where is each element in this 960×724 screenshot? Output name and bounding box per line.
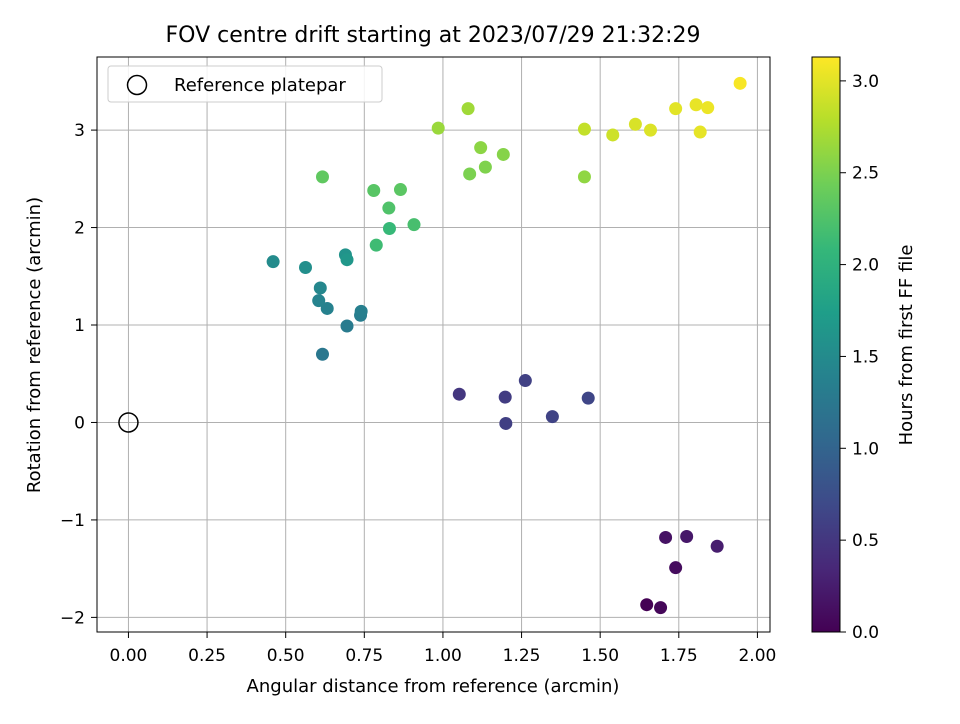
data-point: [407, 218, 421, 232]
legend-entry-label: Reference platepar: [174, 75, 346, 96]
x-axis-ticks: 0.00 0.25 0.50 0.75 1.00 1.25 1.50 1.75 2.00: [110, 632, 776, 666]
data-point: [431, 121, 445, 135]
data-point: [710, 539, 724, 553]
data-point: [315, 347, 329, 361]
data-point: [643, 123, 657, 137]
legend: Reference platepar: [107, 65, 383, 103]
data-point: [393, 183, 407, 197]
data-point: [367, 184, 381, 198]
data-points: [266, 76, 747, 615]
colorbar-tick-label: 1.5: [852, 347, 879, 367]
data-point: [496, 147, 510, 161]
data-point: [313, 281, 327, 295]
plot-frame: [96, 56, 771, 633]
data-point: [315, 170, 329, 184]
y-tick-label: −2: [60, 608, 85, 628]
x-tick-label: 1.50: [581, 646, 619, 666]
colorbar-ticks: 0.0 0.5 1.0 1.5 2.0 2.5 3.0: [840, 72, 879, 643]
y-tick-label: 0: [74, 413, 85, 433]
data-point: [628, 117, 642, 131]
data-point: [640, 598, 654, 612]
x-tick-label: 2.00: [738, 646, 776, 666]
x-tick-label: 0.25: [188, 646, 226, 666]
data-point: [689, 98, 703, 112]
x-tick-label: 0.00: [110, 646, 148, 666]
data-point: [478, 160, 492, 174]
data-point: [581, 391, 595, 405]
colorbar-tick-label: 0.0: [852, 623, 879, 643]
reference-platepar-marker: [118, 412, 139, 433]
colorbar-tick-label: 0.5: [852, 531, 879, 551]
data-point: [382, 222, 396, 236]
data-point: [354, 304, 368, 318]
data-point: [669, 561, 683, 575]
x-tick-label: 0.50: [267, 646, 305, 666]
colorbar-tick-label: 2.0: [852, 256, 879, 276]
data-point: [340, 319, 354, 333]
x-tick-label: 1.25: [503, 646, 541, 666]
data-point: [701, 101, 715, 115]
y-tick-label: 3: [74, 121, 85, 141]
y-axis-label: Rotation from reference (arcmin): [24, 197, 45, 493]
x-tick-label: 1.75: [660, 646, 698, 666]
data-point: [340, 253, 354, 267]
data-point: [518, 374, 532, 388]
data-point: [577, 170, 591, 184]
data-point: [452, 387, 466, 401]
colorbar-tick-label: 1.0: [852, 439, 879, 459]
data-point: [654, 601, 668, 615]
data-point: [498, 390, 512, 404]
data-point: [693, 125, 707, 139]
data-point: [299, 261, 313, 275]
colorbar-gradient: [811, 56, 841, 633]
data-point: [382, 201, 396, 215]
legend-box: [107, 65, 383, 103]
y-tick-label: 2: [74, 219, 85, 239]
data-point: [659, 530, 673, 544]
colorbar: 0.0 0.5 1.0 1.5 2.0 2.5 3.0 Hours from first F…: [811, 56, 917, 643]
colorbar-tick-label: 2.5: [852, 164, 879, 184]
data-point: [463, 167, 477, 181]
data-point: [369, 238, 383, 252]
data-point: [461, 102, 475, 116]
data-point: [680, 529, 694, 543]
data-point: [266, 255, 280, 269]
colorbar-tick-label: 3.0: [852, 72, 879, 92]
y-tick-label: −1: [60, 511, 85, 531]
x-tick-label: 0.75: [345, 646, 383, 666]
chart-title: FOV centre drift starting at 2023/07/29 …: [166, 23, 701, 48]
data-point: [669, 102, 683, 116]
y-tick-label: 1: [74, 316, 85, 336]
x-tick-label: 1.00: [424, 646, 462, 666]
data-point: [499, 416, 513, 430]
colorbar-label: Hours from first FF file: [896, 245, 917, 446]
legend-marker-icon: [126, 74, 148, 96]
data-point: [545, 410, 559, 424]
x-axis-label: Angular distance from reference (arcmin): [247, 676, 620, 697]
data-point: [312, 294, 326, 308]
data-point: [577, 122, 591, 136]
data-point: [320, 301, 334, 315]
data-point: [733, 76, 747, 90]
data-point: [474, 141, 488, 155]
data-point: [606, 128, 620, 142]
grid-lines: [97, 57, 770, 632]
y-axis-ticks: −2 −1 0 1 2 3: [60, 121, 97, 628]
